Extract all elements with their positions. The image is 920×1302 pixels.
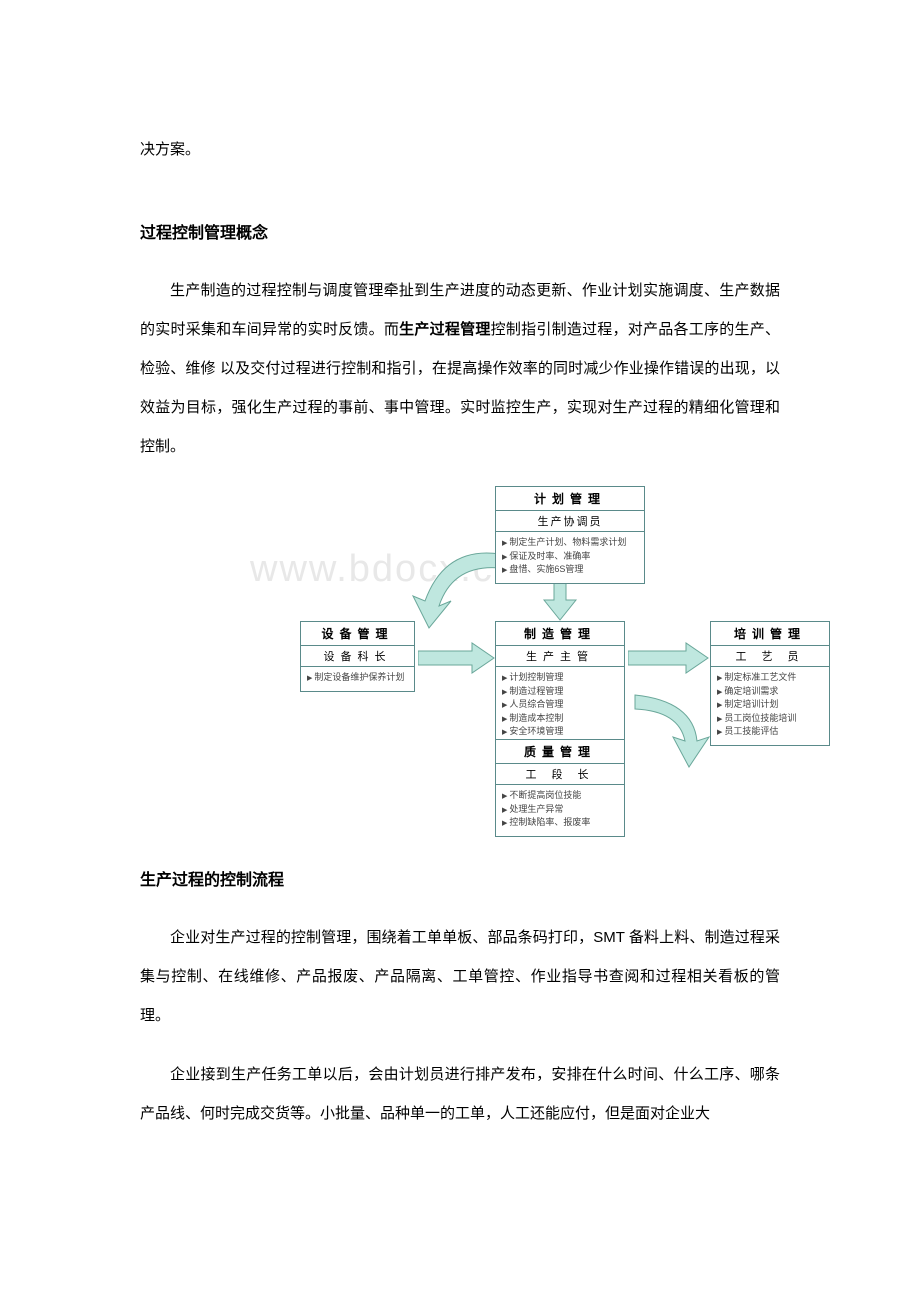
node-train-role: 工 艺 员	[711, 646, 829, 667]
node-manu-item: 制造成本控制	[502, 712, 618, 726]
node-qual-item: 处理生产异常	[502, 803, 618, 817]
node-qual: 质量管理 工 段 长 不断提高岗位技能 处理生产异常 控制缺陷率、报废率	[495, 739, 625, 837]
node-qual-item: 不断提高岗位技能	[502, 789, 618, 803]
node-train-item: 制定培训计划	[717, 698, 823, 712]
node-manu: 制造管理 生产主管 计划控制管理 制造过程管理 人员综合管理 制造成本控制 安全…	[495, 621, 625, 746]
para-flow-2: 企业接到生产任务工单以后，会由计划员进行排产发布，安排在什么时间、什么工序、哪条…	[140, 1055, 780, 1133]
heading-process-control-concept: 过程控制管理概念	[140, 219, 780, 243]
para-concept-post: 控制指引制造过程，对产品各工序的生产、检验、维修 以及交付过程进行控制和指引，在…	[140, 321, 780, 455]
para-flow-1: 企业对生产过程的控制管理，围绕着工单单板、部品条码打印，SMT 备料上料、制造过…	[140, 918, 780, 1035]
node-plan: 计划管理 生产协调员 制定生产计划、物料需求计划 保证及时率、准确率 盘惜、实施…	[495, 486, 645, 584]
arrow-curve-left	[405, 546, 505, 636]
node-qual-item: 控制缺陷率、报废率	[502, 816, 618, 830]
node-manu-role: 生产主管	[496, 646, 624, 667]
node-manu-item: 安全环境管理	[502, 725, 618, 739]
node-train-item: 员工技能评估	[717, 725, 823, 739]
node-qual-title: 质量管理	[496, 740, 624, 764]
node-equip-item: 制定设备维护保养计划	[307, 671, 408, 685]
node-train-title: 培训管理	[711, 622, 829, 646]
node-plan-item: 保证及时率、准确率	[502, 550, 638, 564]
node-equip-role: 设备科长	[301, 646, 414, 667]
node-train-item: 员工岗位技能培训	[717, 712, 823, 726]
node-plan-item: 盘惜、实施6S管理	[502, 563, 638, 577]
node-manu-item: 制造过程管理	[502, 685, 618, 699]
arrow-manu-to-train	[628, 641, 710, 675]
node-equip-title: 设备管理	[301, 622, 414, 646]
node-train: 培训管理 工 艺 员 制定标准工艺文件 确定培训需求 制定培训计划 员工岗位技能…	[710, 621, 830, 746]
node-qual-role: 工 段 长	[496, 764, 624, 785]
node-plan-item: 制定生产计划、物料需求计划	[502, 536, 638, 550]
node-train-item: 制定标准工艺文件	[717, 671, 823, 685]
node-manu-title: 制造管理	[496, 622, 624, 646]
node-plan-role: 生产协调员	[496, 511, 644, 532]
para-concept-bold: 生产过程管理	[399, 321, 490, 338]
node-plan-title: 计划管理	[496, 487, 644, 511]
node-train-item: 确定培训需求	[717, 685, 823, 699]
arrow-equip-to-manu	[418, 641, 496, 675]
para-concept: 生产制造的过程控制与调度管理牵扯到生产进度的动态更新、作业计划实施调度、生产数据…	[140, 271, 780, 466]
management-diagram: www.bdocx.com	[230, 486, 690, 826]
continuation-fragment: 决方案。	[140, 130, 780, 169]
heading-process-control-flow: 生产过程的控制流程	[140, 866, 780, 890]
node-manu-item: 计划控制管理	[502, 671, 618, 685]
node-manu-item: 人员综合管理	[502, 698, 618, 712]
arrow-curve-right	[625, 691, 715, 771]
node-equip: 设备管理 设备科长 制定设备维护保养计划	[300, 621, 415, 692]
